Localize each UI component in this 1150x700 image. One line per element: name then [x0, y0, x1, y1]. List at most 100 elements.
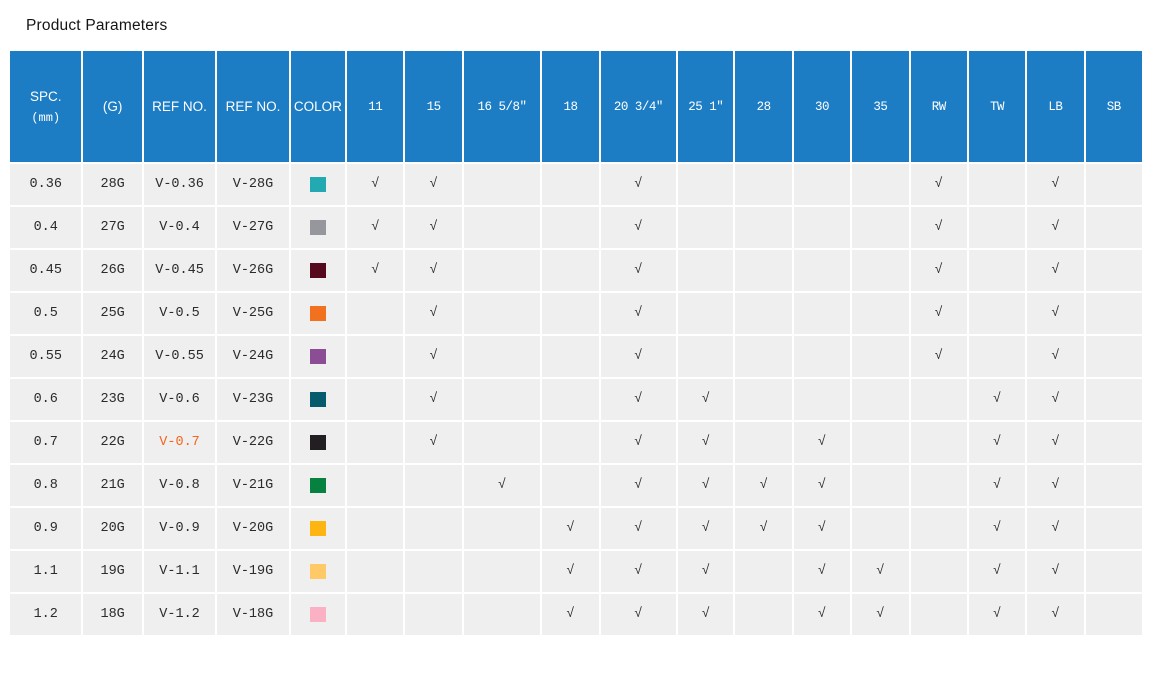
check-cell-SB	[1083, 291, 1145, 336]
check-cell-18	[540, 162, 601, 207]
ref-no-g-cell: V-27G	[215, 205, 291, 250]
check-cell-30: √	[791, 506, 853, 551]
check-cell-15: √	[403, 291, 464, 336]
column-header-size-0: 11	[345, 49, 406, 164]
check-cell-SB	[1083, 592, 1145, 637]
ref-no-g-cell: V-19G	[215, 549, 291, 594]
check-cell-35	[850, 205, 911, 250]
check-cell-28	[733, 377, 794, 422]
check-cell-15: √	[403, 377, 464, 422]
spc-cell: 0.7	[7, 420, 84, 465]
check-cell-TW	[966, 334, 1028, 379]
check-cell-25-1-: √	[676, 506, 736, 551]
check-cell-RW: √	[908, 334, 969, 379]
check-cell-16-5-8-	[461, 162, 543, 207]
check-cell-16-5-8-	[461, 334, 543, 379]
check-cell-18	[540, 291, 601, 336]
column-header-spc: SPC. (mm)	[7, 49, 84, 164]
column-header-size-5: 25 1″	[676, 49, 736, 164]
check-cell-LB: √	[1025, 592, 1086, 637]
table-row: 0.8 21G V-0.8 V-21G √ √ √ √ √ √ √	[7, 463, 1145, 508]
gauge-cell: 22G	[81, 420, 144, 465]
column-header-label: REF NO.	[225, 99, 281, 114]
column-header-label: SPC.	[29, 88, 62, 104]
spc-cell: 0.5	[7, 291, 84, 336]
spc-cell: 0.45	[7, 248, 84, 293]
page-title: Product Parameters	[26, 17, 168, 34]
ref-no-mm-cell: V-0.8	[141, 463, 218, 508]
check-cell-LB: √	[1025, 506, 1086, 551]
check-cell-LB: √	[1025, 162, 1086, 207]
gauge-cell: 25G	[81, 291, 144, 336]
column-header-size-11: LB	[1025, 49, 1086, 164]
check-cell-SB	[1083, 549, 1145, 594]
column-header-size-2: 16 5/8″	[461, 49, 543, 164]
check-cell-11	[345, 291, 406, 336]
color-cell	[288, 592, 348, 637]
ref-no-mm-value[interactable]: V-0.7	[159, 435, 200, 450]
ref-no-mm-cell: V-1.1	[141, 549, 218, 594]
color-cell	[288, 291, 348, 336]
check-cell-11: √	[345, 205, 406, 250]
check-cell-30	[791, 205, 853, 250]
color-swatch	[309, 392, 326, 407]
check-cell-15: √	[403, 205, 464, 250]
check-cell-30	[791, 248, 853, 293]
check-cell-15	[403, 549, 464, 594]
check-cell-35	[850, 506, 911, 551]
check-cell-LB: √	[1025, 334, 1086, 379]
ref-no-mm-cell: V-1.2	[141, 592, 218, 637]
column-header-size-12: SB	[1083, 49, 1145, 164]
check-cell-35: √	[850, 592, 911, 637]
check-cell-30: √	[791, 592, 853, 637]
check-cell-11	[345, 506, 406, 551]
check-cell-SB	[1083, 506, 1145, 551]
column-header-sublabel: (mm)	[31, 110, 61, 125]
check-cell-11	[345, 592, 406, 637]
color-cell	[288, 420, 348, 465]
ref-no-mm-cell: V-0.7	[141, 420, 218, 465]
ref-no-g-cell: V-26G	[215, 248, 291, 293]
color-swatch	[309, 478, 326, 493]
check-cell-20-3-4-: √	[598, 334, 679, 379]
check-cell-20-3-4-: √	[598, 162, 679, 207]
table-row: 0.45 26G V-0.45 V-26G √ √ √ √ √	[7, 248, 1145, 293]
check-cell-15: √	[403, 162, 464, 207]
check-cell-11	[345, 334, 406, 379]
check-cell-28: √	[733, 506, 794, 551]
check-cell-TW: √	[966, 463, 1028, 508]
check-cell-18: √	[540, 592, 601, 637]
check-cell-25-1-: √	[676, 549, 736, 594]
check-cell-RW: √	[908, 291, 969, 336]
color-swatch	[309, 435, 326, 450]
check-cell-RW: √	[908, 248, 969, 293]
check-cell-30: √	[791, 549, 853, 594]
color-cell	[288, 162, 348, 207]
column-header-label: COLOR	[293, 99, 342, 114]
check-cell-RW: √	[908, 162, 969, 207]
ref-no-mm-cell: V-0.45	[141, 248, 218, 293]
color-swatch	[309, 220, 326, 235]
color-swatch	[309, 564, 326, 579]
check-cell-25-1-	[676, 248, 736, 293]
check-cell-RW: √	[908, 205, 969, 250]
check-cell-15	[403, 463, 464, 508]
check-cell-30: √	[791, 463, 853, 508]
check-cell-30	[791, 291, 853, 336]
ref-no-mm-cell: V-0.55	[141, 334, 218, 379]
check-cell-28	[733, 549, 794, 594]
check-cell-16-5-8-	[461, 506, 543, 551]
check-cell-SB	[1083, 162, 1145, 207]
check-cell-RW	[908, 463, 969, 508]
check-cell-SB	[1083, 248, 1145, 293]
ref-no-mm-value: V-0.9	[159, 521, 200, 536]
table-row: 0.36 28G V-0.36 V-28G √ √ √ √ √	[7, 162, 1145, 207]
check-cell-TW	[966, 248, 1028, 293]
column-header-size-10: TW	[966, 49, 1028, 164]
check-cell-18	[540, 463, 601, 508]
header-row: SPC. (mm) (G) REF NO. REF NO. COLOR 11 15 16 5/8…	[7, 49, 1145, 164]
column-header-size-7: 30	[791, 49, 853, 164]
ref-no-g-cell: V-18G	[215, 592, 291, 637]
table-row: 0.4 27G V-0.4 V-27G √ √ √ √ √	[7, 205, 1145, 250]
check-cell-16-5-8-	[461, 205, 543, 250]
